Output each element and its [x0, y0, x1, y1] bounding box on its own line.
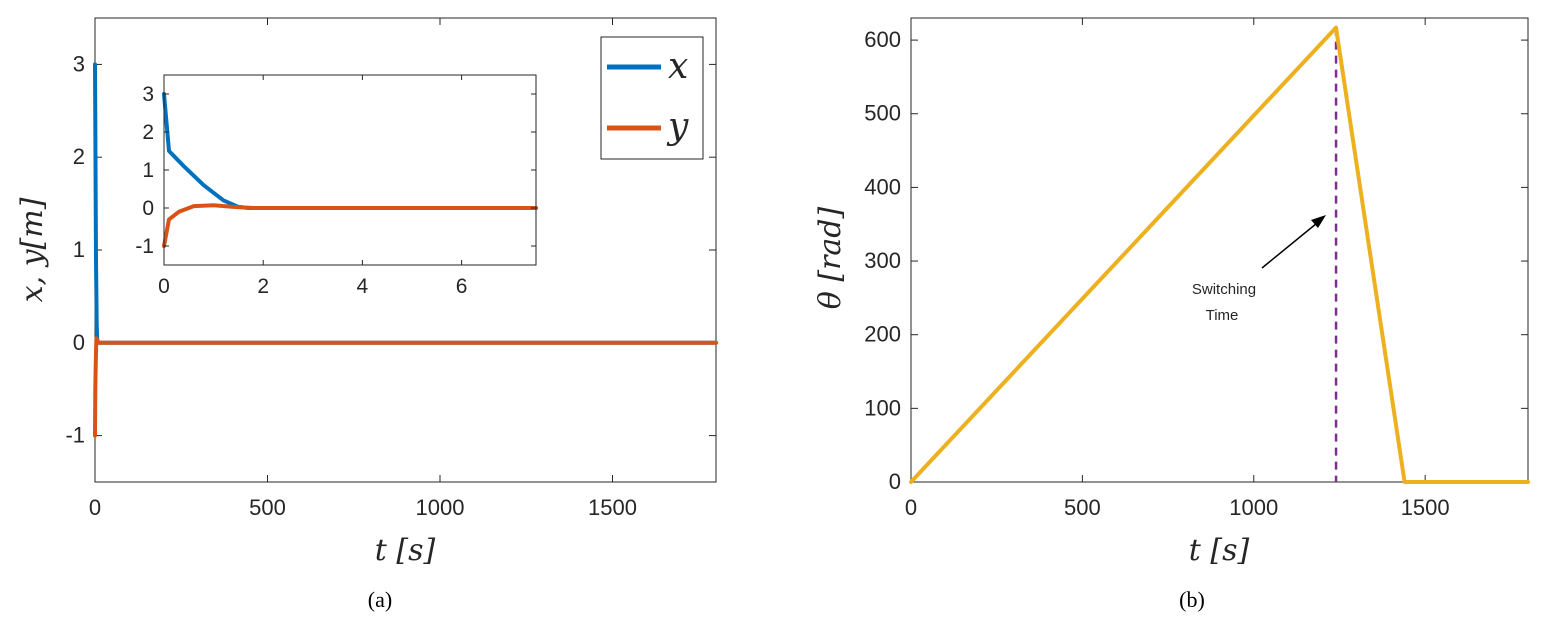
- inset-xtick-label: 2: [257, 275, 269, 298]
- panel-a-ylabel: x, y[m]: [15, 197, 50, 302]
- inset-ytick-label: -1: [135, 235, 154, 258]
- panel-b-axes-frame: [910, 17, 1529, 483]
- panel-b-ytick-label: 300: [864, 248, 901, 273]
- panel-a-xtick-label: 1500: [588, 495, 637, 520]
- annotation-line-1: Switching: [1192, 281, 1256, 298]
- panel-b-xtick-label: 1000: [1229, 495, 1278, 520]
- annotation-arrow-shaft: [1261, 218, 1323, 269]
- panel-a-series: [93, 62, 718, 438]
- panel-b-ytick-label: 500: [864, 101, 901, 126]
- inset-xtick-label: 0: [158, 275, 170, 298]
- switching-time-annotation: Switching Time: [1192, 215, 1326, 324]
- inset-series-y-line: [162, 203, 538, 248]
- inset-ytick-label: 2: [142, 121, 154, 144]
- panel-b-ytick-label: 100: [864, 395, 901, 420]
- annotation-line-2: Time: [1206, 307, 1239, 324]
- legend-label-y: y: [666, 106, 689, 147]
- panel-a-xtick-label: 0: [89, 495, 101, 520]
- inset-series: [162, 92, 538, 248]
- legend-box: [600, 36, 704, 160]
- panel-b-xlabel: t [s]: [1189, 533, 1250, 568]
- panel-b-ytick-label: 600: [864, 27, 901, 52]
- panel-a-legend: x y: [600, 36, 704, 160]
- panel-a-xlabel: t [s]: [375, 533, 436, 568]
- panel-a-series-y-line: [93, 336, 718, 438]
- panel-b-ytick-label: 0: [889, 469, 901, 494]
- inset-xtick-label: 4: [357, 275, 369, 298]
- panel-b: 0 500 1000 1500 0 100 200 300 400 500 600 t [s] θ …: [813, 17, 1530, 612]
- panel-a-ytick-label: 1: [73, 237, 85, 262]
- panel-b-ytick-label: 400: [864, 174, 901, 199]
- panel-b-ytick-label: 200: [864, 322, 901, 347]
- inset-ytick-label: 1: [142, 159, 154, 182]
- annotation-arrow-head: [1311, 215, 1326, 228]
- panel-a-caption: (a): [368, 587, 392, 612]
- inset-ytick-label: 0: [142, 197, 154, 220]
- panel-b-caption: (b): [1179, 587, 1205, 612]
- panel-b-series: [909, 25, 1530, 484]
- panel-b-label: (b): [1179, 587, 1205, 612]
- panel-b-xtick-label: 1500: [1401, 495, 1450, 520]
- panel-b-series-theta-line: [909, 25, 1530, 484]
- panel-a-ytick-label: 3: [73, 51, 85, 76]
- panel-b-xtick-label: 500: [1064, 495, 1101, 520]
- panel-a-xtick-label: 500: [249, 495, 286, 520]
- panel-b-xtick-label: 0: [905, 495, 917, 520]
- inset-ytick-label: 3: [142, 83, 154, 106]
- panel-a-ytick-label: 2: [73, 144, 85, 169]
- panel-a-ytick-label: -1: [65, 423, 85, 448]
- panel-a-label: (a): [368, 587, 392, 612]
- legend-label-x: x: [668, 46, 688, 87]
- panel-a-ytick-label: 0: [73, 330, 85, 355]
- panel-b-ticks: 0 500 1000 1500 0 100 200 300 400 500 600: [864, 18, 1528, 520]
- panel-b-ylabel: θ [rad]: [813, 206, 848, 309]
- inset-background: [164, 75, 536, 265]
- panel-a-xtick-label: 1000: [416, 495, 465, 520]
- inset-xtick-label: 6: [456, 275, 468, 298]
